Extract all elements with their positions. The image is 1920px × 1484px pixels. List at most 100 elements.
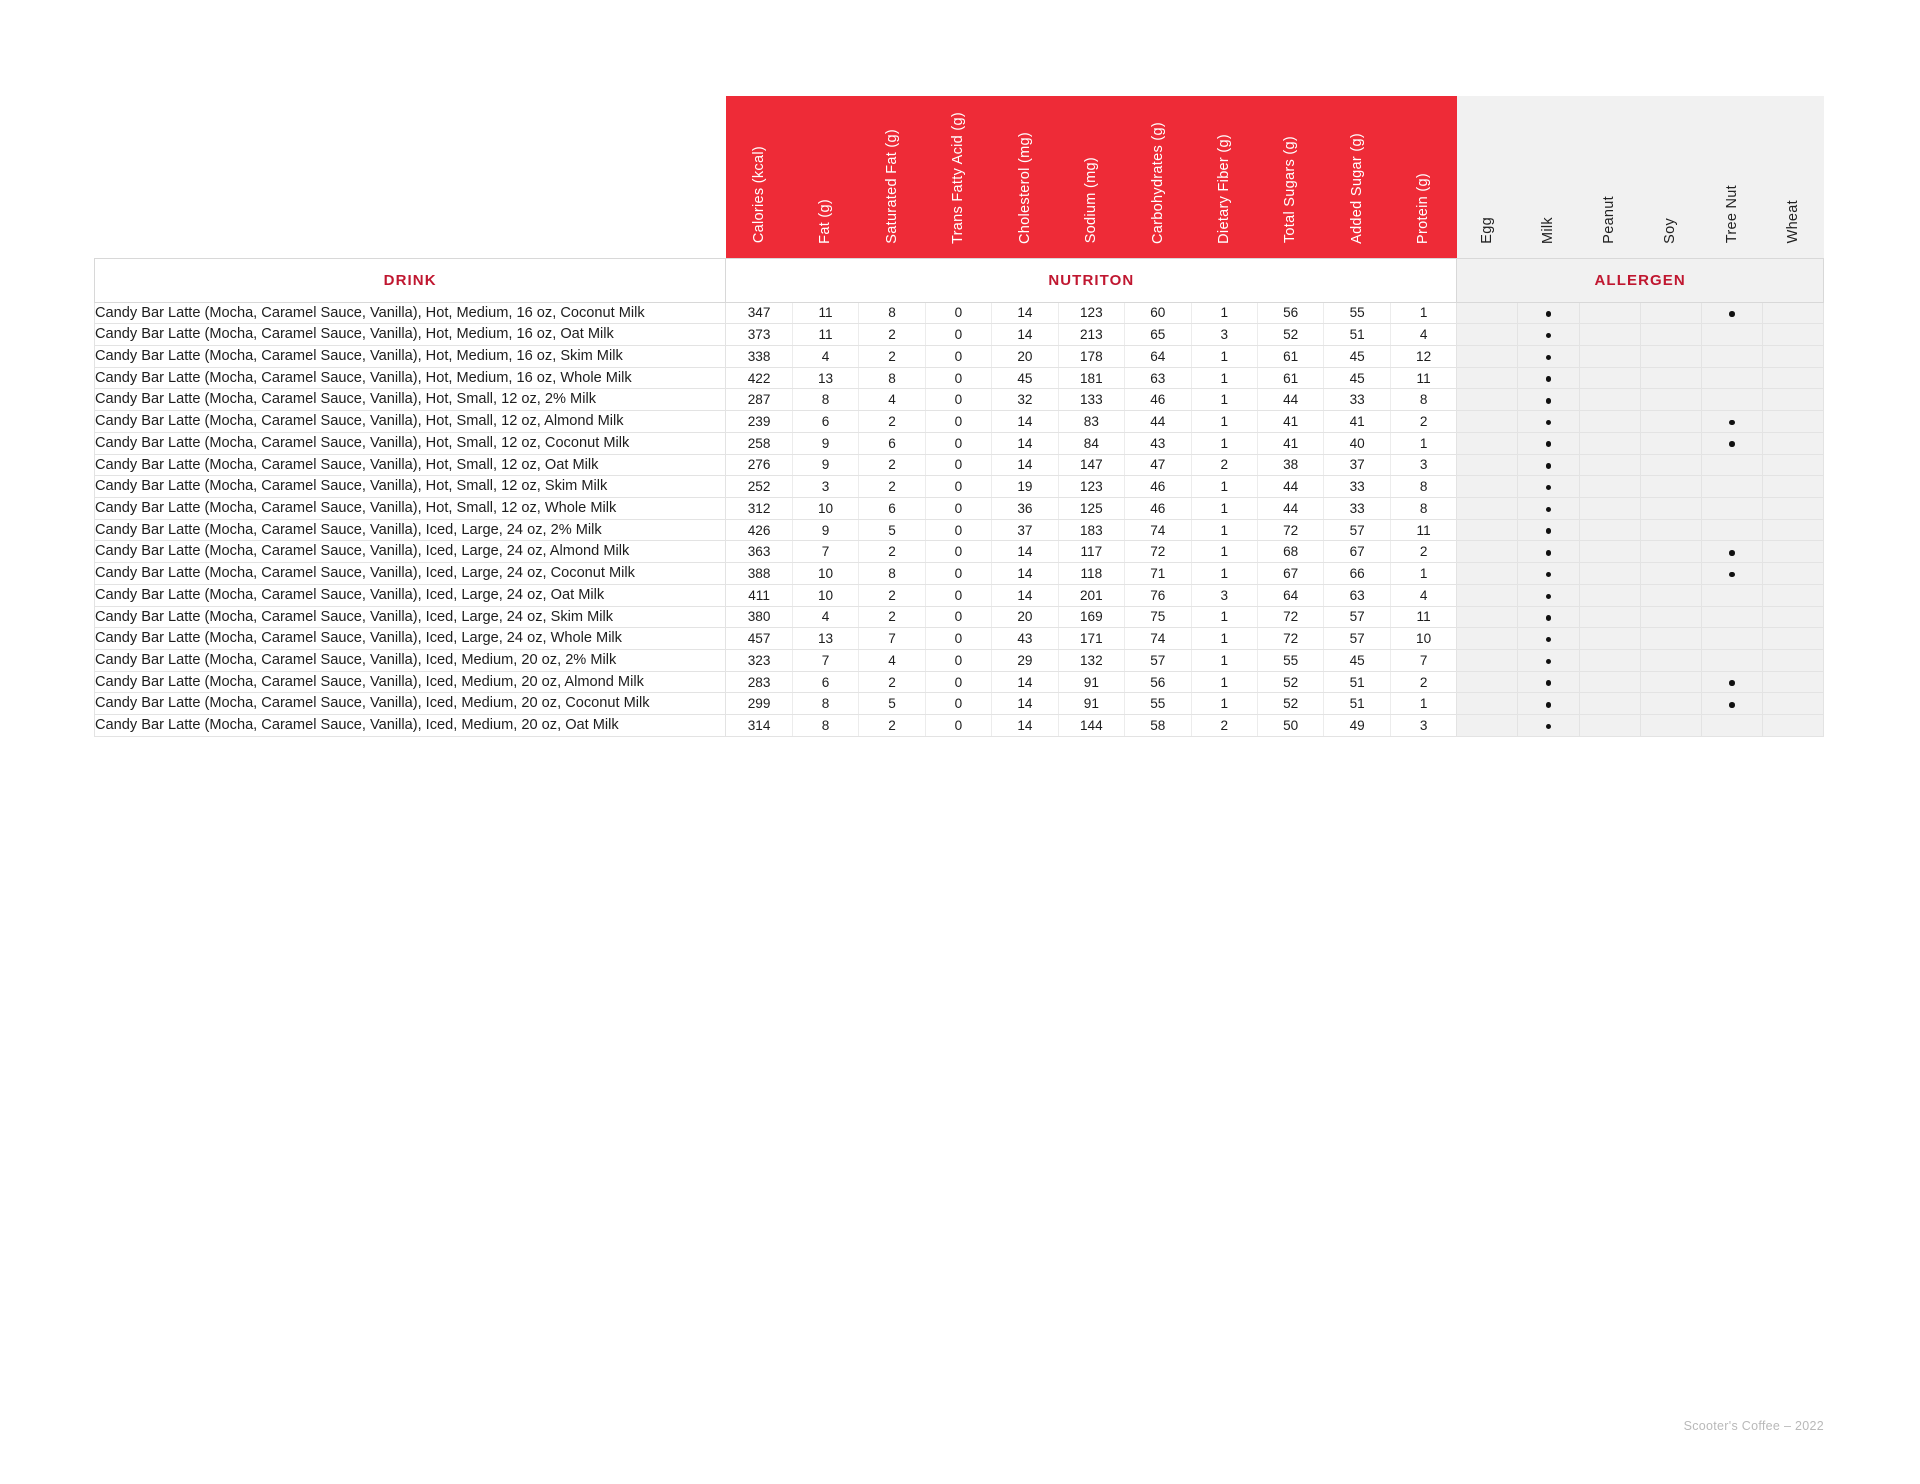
allergen-cell xyxy=(1640,671,1702,694)
allergen-col-label: Soy xyxy=(1662,217,1679,244)
allergen-cell xyxy=(1701,627,1763,650)
nutrition-value-cell: 6 xyxy=(792,671,860,694)
nutrition-value-cell: 8 xyxy=(792,692,860,716)
nutrition-value-cell: 1 xyxy=(1191,302,1258,325)
nutrition-value-cell: 52 xyxy=(1257,323,1325,346)
nutrition-value-cell: 10 xyxy=(1390,627,1458,650)
nutrition-value-cell: 8 xyxy=(1390,475,1458,498)
allergen-cell xyxy=(1456,584,1519,607)
allergen-cell xyxy=(1762,714,1825,737)
allergen-cell xyxy=(1517,519,1580,542)
nutrition-value-cell: 258 xyxy=(725,432,793,455)
allergen-cell xyxy=(1640,475,1702,498)
table-row: Candy Bar Latte (Mocha, Caramel Sauce, V… xyxy=(93,562,1825,585)
nutrition-value-cell: 0 xyxy=(925,367,993,390)
nutrition-value-cell: 118 xyxy=(1058,562,1126,585)
nutrition-col-header: Added Sugar (g) xyxy=(1323,96,1391,258)
allergen-col-header: Peanut xyxy=(1579,96,1641,258)
allergen-cell xyxy=(1701,540,1763,564)
nutrition-value-cell: 276 xyxy=(725,454,793,477)
nutrition-col-label: Total Sugars (g) xyxy=(1282,136,1299,244)
allergen-cell xyxy=(1640,345,1702,368)
allergen-cell xyxy=(1456,475,1519,498)
allergen-cell xyxy=(1579,497,1641,520)
allergen-col-label: Wheat xyxy=(1784,200,1801,244)
nutrition-value-cell: 2 xyxy=(858,345,926,368)
table-row: Candy Bar Latte (Mocha, Caramel Sauce, V… xyxy=(93,540,1825,564)
nutrition-value-cell: 0 xyxy=(925,671,993,694)
nutrition-value-cell: 1 xyxy=(1390,432,1458,455)
allergen-cell xyxy=(1640,410,1702,433)
drink-name-cell: Candy Bar Latte (Mocha, Caramel Sauce, V… xyxy=(93,649,727,672)
allergen-cell xyxy=(1701,562,1763,585)
nutrition-value-cell: 0 xyxy=(925,649,993,672)
allergen-cell xyxy=(1579,540,1641,564)
nutrition-value-cell: 8 xyxy=(858,367,926,390)
allergen-dot-icon xyxy=(1545,528,1552,534)
allergen-cell xyxy=(1517,432,1580,455)
nutrition-value-cell: 84 xyxy=(1058,432,1126,455)
allergen-cell xyxy=(1762,519,1825,542)
nutrition-col-header: Protein (g) xyxy=(1390,96,1457,258)
nutrition-value-cell: 11 xyxy=(1390,606,1458,629)
allergen-cell xyxy=(1762,454,1825,477)
nutrition-value-cell: 51 xyxy=(1323,323,1391,346)
nutrition-value-cell: 0 xyxy=(925,497,993,520)
nutrition-value-cell: 20 xyxy=(991,345,1059,368)
nutrition-value-cell: 14 xyxy=(991,302,1059,325)
allergen-cell xyxy=(1456,497,1519,520)
allergen-cell xyxy=(1579,649,1641,672)
nutrition-col-label: Trans Fatty Acid (g) xyxy=(950,111,967,244)
allergen-dot-icon xyxy=(1545,419,1552,426)
allergen-cell xyxy=(1640,649,1702,672)
nutrition-col-header: Calories (kcal) xyxy=(725,96,793,258)
allergen-col-header: Milk xyxy=(1517,96,1580,258)
drink-name-cell: Candy Bar Latte (Mocha, Caramel Sauce, V… xyxy=(93,692,727,716)
nutrition-value-cell: 43 xyxy=(1124,432,1192,455)
nutrition-value-cell: 55 xyxy=(1323,302,1391,325)
nutrition-value-cell: 239 xyxy=(725,410,793,433)
table-row: Candy Bar Latte (Mocha, Caramel Sauce, V… xyxy=(93,302,1825,325)
nutrition-value-cell: 1 xyxy=(1390,302,1458,325)
allergen-cell xyxy=(1762,562,1825,585)
nutrition-col-header: Fat (g) xyxy=(792,96,859,258)
nutrition-value-cell: 56 xyxy=(1257,302,1325,325)
allergen-cell xyxy=(1579,410,1641,433)
nutrition-value-cell: 49 xyxy=(1323,714,1391,737)
allergen-col-header: Soy xyxy=(1640,96,1702,258)
nutrition-value-cell: 5 xyxy=(858,519,926,542)
table-row: Candy Bar Latte (Mocha, Caramel Sauce, V… xyxy=(93,497,1825,520)
nutrition-value-cell: 65 xyxy=(1124,323,1192,346)
nutrition-value-cell: 14 xyxy=(991,671,1059,694)
allergen-dot-icon xyxy=(1729,441,1735,447)
table-head: Calories (kcal) Fat (g) Saturated Fat (g) T… xyxy=(93,96,1824,303)
allergen-dot-icon xyxy=(1545,441,1552,447)
nutrition-value-cell: 283 xyxy=(725,671,793,694)
nutrition-col-header: Saturated Fat (g) xyxy=(858,96,926,258)
nutrition-value-cell: 33 xyxy=(1323,475,1391,498)
nutrition-value-cell: 72 xyxy=(1257,627,1325,650)
nutrition-value-cell: 63 xyxy=(1323,584,1391,607)
allergen-dot-icon xyxy=(1729,311,1735,317)
allergen-cell xyxy=(1517,497,1580,520)
nutrition-value-cell: 12 xyxy=(1390,345,1458,368)
nutrition-value-cell: 0 xyxy=(925,345,993,368)
nutrition-value-cell: 66 xyxy=(1323,562,1391,585)
table-row: Candy Bar Latte (Mocha, Caramel Sauce, V… xyxy=(93,345,1825,368)
nutrition-value-cell: 91 xyxy=(1058,692,1126,716)
table-row: Candy Bar Latte (Mocha, Caramel Sauce, V… xyxy=(93,584,1825,607)
allergen-dot-icon xyxy=(1729,550,1735,556)
allergen-cell xyxy=(1701,345,1763,368)
allergen-cell xyxy=(1701,302,1763,325)
nutrition-value-cell: 1 xyxy=(1191,540,1258,564)
allergen-cell xyxy=(1456,302,1519,325)
nutrition-value-cell: 323 xyxy=(725,649,793,672)
table-row: Candy Bar Latte (Mocha, Caramel Sauce, V… xyxy=(93,475,1825,498)
allergen-cell xyxy=(1762,323,1825,346)
allergen-col-label: Milk xyxy=(1540,216,1557,244)
nutrition-value-cell: 8 xyxy=(792,388,860,412)
nutrition-value-cell: 0 xyxy=(925,714,993,737)
nutrition-col-label: Fat (g) xyxy=(817,198,834,244)
allergen-cell xyxy=(1517,714,1580,737)
